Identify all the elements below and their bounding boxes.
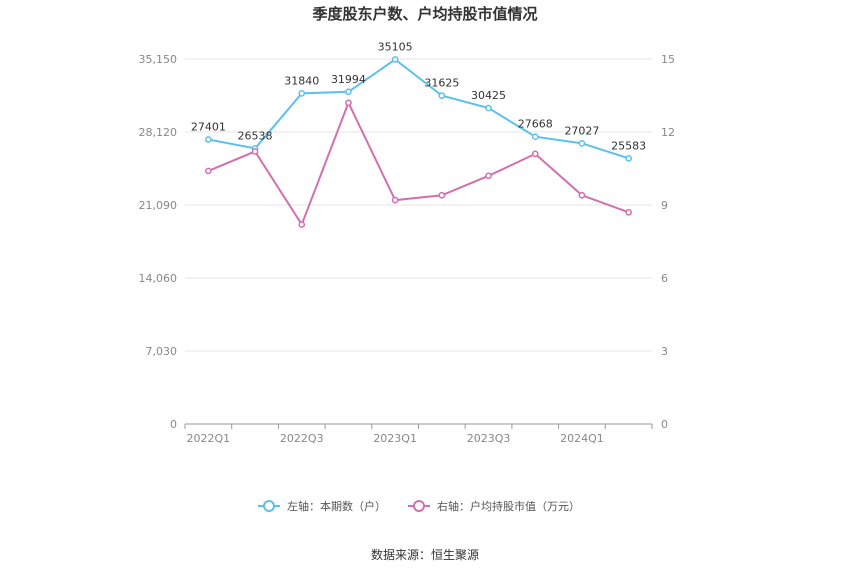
grid-lines (185, 58, 652, 352)
data-label: 31840 (284, 74, 319, 87)
left-tick-label: 7,030 (146, 345, 178, 358)
data-label: 27401 (191, 120, 226, 133)
legend-item-shareholders[interactable]: 左轴：本期数（户） (258, 499, 386, 513)
x-tick-label: 2024Q1 (560, 432, 604, 445)
data-point (205, 167, 212, 175)
source-note: 数据来源：恒生聚源 (371, 547, 479, 562)
data-point (625, 208, 633, 216)
data-point (531, 133, 539, 141)
right-tick-label: 3 (661, 345, 668, 358)
data-label: 31625 (424, 77, 459, 90)
data-label: 25583 (611, 139, 646, 152)
data-label: 35105 (378, 40, 413, 53)
data-label: 27668 (518, 118, 553, 131)
legend-marker (413, 500, 425, 512)
left-tick-label: 21,090 (139, 199, 178, 212)
data-point (298, 90, 306, 97)
data-label: 31994 (331, 73, 366, 86)
data-point (391, 56, 399, 63)
left-tick-label: 35,150 (139, 53, 178, 66)
legend-marker (263, 500, 275, 512)
right-tick-label: 15 (661, 53, 675, 66)
right-tick-label: 12 (661, 126, 675, 139)
series-line-shareholders (208, 58, 629, 160)
data-point (205, 136, 212, 143)
data-point (298, 221, 306, 228)
data-point (438, 191, 446, 199)
x-tick-label: 2023Q1 (373, 432, 417, 445)
left-axis-ticks: 0 7,030 14,060 21,090 28,120 35,150 (139, 53, 178, 431)
data-label: 27027 (564, 124, 599, 137)
legend-item-avg-holding[interactable]: 右轴：户均持股市值（万元） (408, 499, 580, 513)
right-tick-label: 6 (661, 272, 668, 285)
legend-label: 右轴：户均持股市值（万元） (437, 499, 580, 513)
data-point (345, 88, 352, 96)
right-axis-ticks: 0 3 6 9 12 15 (661, 53, 675, 431)
data-point (391, 196, 399, 204)
data-point (438, 92, 446, 99)
data-label: 26538 (238, 129, 273, 142)
x-tick-label: 2022Q3 (280, 432, 324, 445)
legend-label: 左轴：本期数（户） (287, 499, 386, 513)
data-label: 30425 (471, 89, 506, 102)
left-tick-label: 14,060 (139, 272, 178, 285)
legend[interactable]: 左轴：本期数（户） 右轴：户均持股市值（万元） (258, 499, 580, 513)
series-line-avg-holding (207, 100, 629, 227)
left-tick-label: 28,120 (139, 126, 178, 139)
left-tick-label: 0 (170, 418, 177, 431)
series-layer: 27401 26538 31840 31994 35105 31625 30425 27668… (191, 40, 646, 228)
x-axis: 2022Q1 2022Q3 2023Q1 2023Q3 2024Q1 (184, 423, 653, 445)
data-point (578, 139, 586, 147)
data-point (531, 150, 539, 158)
data-point (625, 154, 633, 162)
data-point (485, 172, 492, 180)
data-point (251, 148, 259, 155)
data-point (578, 191, 586, 199)
chart-title: 季度股东户数、户均持股市值情况 (312, 5, 537, 23)
x-tick-label: 2023Q3 (467, 432, 511, 445)
data-point (485, 104, 492, 112)
x-tick-label: 2022Q1 (187, 432, 231, 445)
data-point (345, 99, 352, 107)
right-tick-label: 0 (661, 418, 668, 431)
right-tick-label: 9 (661, 199, 668, 212)
